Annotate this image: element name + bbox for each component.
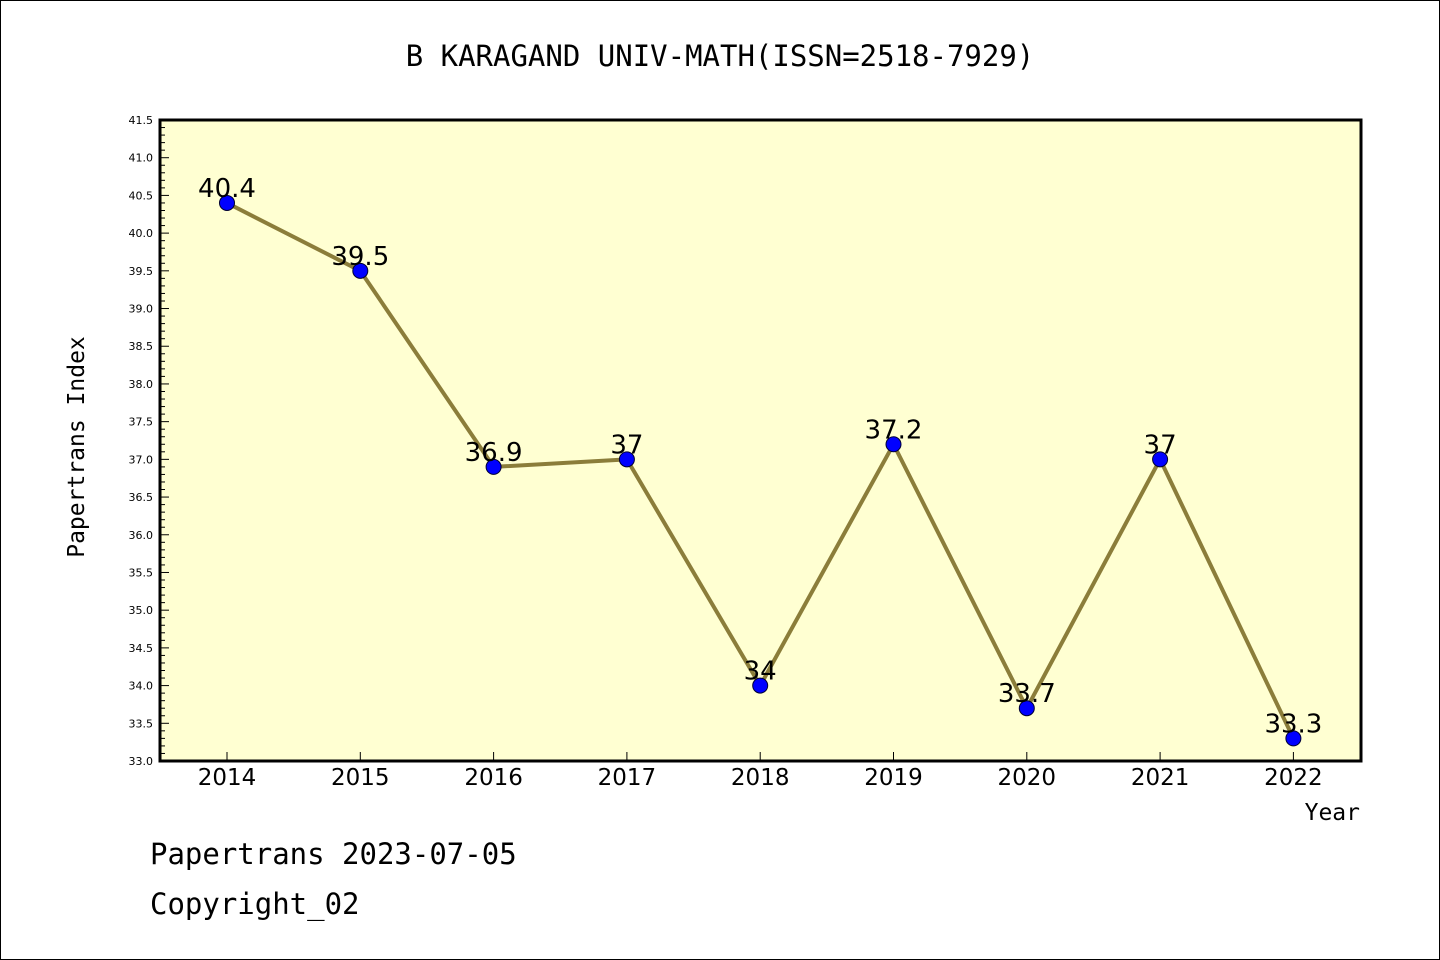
y-tick-label: 33.5 (129, 717, 154, 730)
y-tick-label: 36.0 (129, 529, 154, 542)
data-point (352, 262, 369, 279)
y-tick-label: 38.5 (129, 340, 154, 353)
y-axis: 33.0 33.5 34.0 34.5 35.0 35.5 36.0 36.5 37.0 37.5… (129, 114, 169, 768)
x-tick-label: 2014 (198, 765, 257, 791)
x-tick-label: 2021 (1131, 765, 1190, 791)
footer-date: Papertrans 2023-07-05 (150, 837, 517, 871)
y-tick-label: 41.0 (129, 152, 154, 165)
y-axis-label: Papertrans Index (64, 336, 90, 558)
data-label: 37.2 (865, 415, 923, 445)
data-label: 33.7 (998, 679, 1056, 709)
data-label: 33.3 (1264, 709, 1322, 739)
y-tick-label: 33.0 (129, 755, 154, 768)
y-tick-label: 34.5 (129, 642, 154, 655)
y-tick-label: 40.5 (129, 189, 154, 202)
data-point (1285, 730, 1302, 747)
series-layer (219, 194, 1302, 747)
data-label: 34 (744, 657, 777, 687)
y-tick-label: 35.0 (129, 604, 154, 617)
data-point (1018, 700, 1035, 717)
x-tick-label: 2020 (998, 765, 1057, 791)
x-tick-label: 2019 (864, 765, 923, 791)
plot-area (160, 120, 1361, 761)
y-tick-label: 41.5 (129, 114, 154, 127)
x-tick-label: 2018 (731, 765, 790, 791)
y-tick-label: 36.5 (129, 491, 154, 504)
y-tick-label: 38.0 (129, 378, 154, 391)
data-point (618, 451, 635, 468)
data-point (219, 194, 235, 211)
y-tick-label: 39.0 (129, 303, 154, 316)
footer-copyright: Copyright_02 (150, 887, 360, 922)
data-label: 40.4 (198, 174, 256, 204)
x-tick-label: 2022 (1264, 765, 1323, 791)
x-axis: 2014 2015 2016 2017 2018 2019 2020 2021 2022 (198, 752, 1323, 791)
y-tick-label: 40.0 (129, 227, 154, 240)
x-axis-label: Year (1305, 800, 1360, 826)
x-tick-label: 2016 (464, 765, 523, 791)
data-point (752, 677, 769, 694)
y-tick-label: 37.0 (129, 453, 154, 466)
y-tick-label: 34.0 (129, 680, 154, 693)
data-point (885, 436, 902, 453)
data-point (485, 458, 502, 475)
chart-title: B KARAGAND UNIV-MATH(ISSN=2518-7929) (406, 39, 1035, 73)
data-point (1152, 451, 1169, 468)
x-tick-label: 2017 (598, 765, 657, 791)
x-tick-label: 2015 (331, 765, 390, 791)
data-label: 37 (610, 430, 643, 460)
y-tick-label: 37.5 (129, 416, 154, 429)
data-labels: 40.4 39.5 36.9 37 34 37.2 33.7 37 33.3 (198, 174, 1322, 739)
data-label: 37 (1144, 430, 1177, 460)
y-tick-label: 35.5 (129, 566, 154, 579)
y-tick-label: 39.5 (129, 265, 154, 278)
data-label: 39.5 (331, 242, 389, 272)
data-label: 36.9 (465, 438, 523, 468)
